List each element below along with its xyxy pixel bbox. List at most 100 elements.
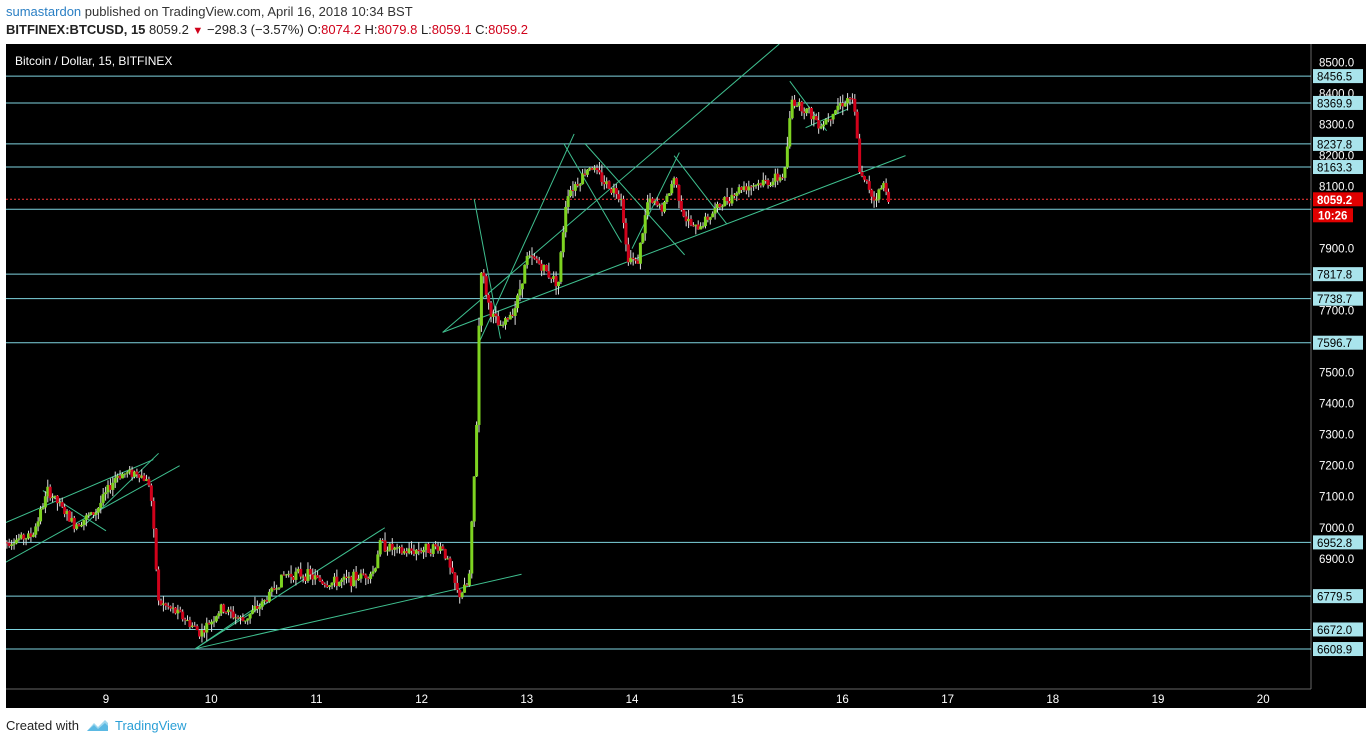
candle-body	[819, 126, 823, 129]
x-tick-label: 20	[1257, 694, 1270, 706]
candle-body	[797, 101, 801, 106]
x-tick-label: 16	[836, 694, 849, 706]
candle-body	[771, 181, 775, 186]
candle-body	[694, 224, 698, 227]
candle-body	[646, 202, 650, 216]
candle-body	[566, 196, 570, 207]
candle-body	[135, 471, 139, 475]
candle-body	[870, 189, 874, 197]
candle-body	[749, 186, 753, 188]
price-chart[interactable]: Bitcoin / Dollar, 15, BITFINEX 8500.08400…	[6, 44, 1366, 708]
candle-body	[467, 573, 471, 586]
candle-body	[243, 620, 247, 622]
candle-body	[643, 215, 647, 234]
candle-body	[75, 524, 79, 529]
low-value: 8059.1	[431, 22, 472, 37]
candle-body	[781, 177, 785, 179]
candle-body	[393, 547, 397, 550]
candle-body	[198, 630, 202, 637]
candle-body	[624, 222, 628, 245]
candle-body	[617, 194, 621, 200]
candle-body	[137, 474, 141, 478]
candle-body	[157, 569, 161, 601]
level-label-bg	[1313, 589, 1363, 604]
x-tick-label: 10	[205, 694, 218, 706]
candle-body	[111, 482, 115, 490]
level-label-bg	[1313, 335, 1363, 350]
candle-body	[718, 204, 722, 208]
candle-body	[778, 177, 782, 181]
candle-body	[559, 252, 563, 282]
candle-body	[395, 547, 399, 549]
candle-body	[552, 276, 556, 279]
candle-body	[419, 551, 423, 553]
level-label-bg	[1313, 95, 1363, 110]
candle-body	[210, 621, 214, 625]
level-label-bg	[1313, 192, 1363, 207]
candle-body	[133, 471, 137, 477]
candle-body	[361, 573, 365, 575]
candle-body	[578, 184, 582, 186]
candle-body	[593, 167, 597, 170]
candle-body	[655, 201, 659, 206]
candle-body	[882, 182, 886, 188]
candle-body	[544, 265, 548, 272]
tradingview-link[interactable]: TradingView	[114, 718, 187, 733]
candle-body	[253, 605, 257, 611]
candle-body	[397, 547, 401, 549]
candle-body	[814, 116, 818, 121]
candle-body	[316, 575, 320, 578]
down-arrow-icon: ▼	[192, 25, 204, 37]
level-label: 8163.3	[1317, 163, 1352, 175]
candle-body	[169, 606, 173, 609]
candle-body	[263, 599, 267, 602]
candle-body	[706, 216, 710, 220]
candle-body	[337, 581, 341, 586]
candle-body	[865, 179, 869, 182]
candle-body	[80, 525, 84, 527]
created-with-text: Created with	[6, 718, 79, 733]
candle-body	[602, 182, 606, 185]
candle-body	[186, 620, 190, 622]
candle-body	[226, 609, 230, 613]
candle-body	[246, 618, 250, 621]
candle-body	[17, 538, 21, 540]
publish-info: sumastardon published on TradingView.com…	[6, 4, 413, 19]
author-link[interactable]: sumastardon	[6, 4, 82, 19]
candle-body	[318, 577, 322, 582]
candle-body	[96, 507, 100, 513]
level-label: 8369.9	[1317, 98, 1352, 110]
candle-body	[265, 599, 269, 602]
x-tick-label: 11	[310, 694, 322, 706]
level-label: 7817.8	[1317, 270, 1352, 282]
candle-body	[123, 473, 127, 475]
candle-body	[152, 500, 156, 529]
candle-body	[773, 173, 777, 182]
candle-body	[19, 534, 23, 539]
candle-body	[335, 576, 339, 586]
candle-body	[436, 546, 440, 551]
candle-body	[662, 202, 666, 212]
candle-body	[549, 277, 553, 279]
candle-body	[214, 616, 218, 622]
candle-body	[376, 554, 380, 569]
candle-body	[352, 571, 356, 587]
candle-body	[181, 611, 185, 620]
candle-body	[850, 98, 854, 100]
candle-body	[414, 549, 418, 554]
candle-body	[446, 558, 450, 560]
candle-body	[48, 486, 52, 499]
candle-body	[872, 196, 876, 201]
candle-body	[547, 271, 551, 278]
candle-body	[600, 172, 604, 183]
candle-body	[159, 600, 163, 605]
candle-body	[648, 198, 652, 203]
candle-body	[118, 475, 122, 479]
candle-body	[154, 528, 158, 570]
candle-body	[831, 113, 835, 120]
candle-body	[236, 617, 240, 619]
candle-body	[308, 569, 312, 575]
candle-body	[581, 173, 585, 185]
candle-body	[482, 272, 486, 277]
candle-body	[675, 178, 679, 186]
